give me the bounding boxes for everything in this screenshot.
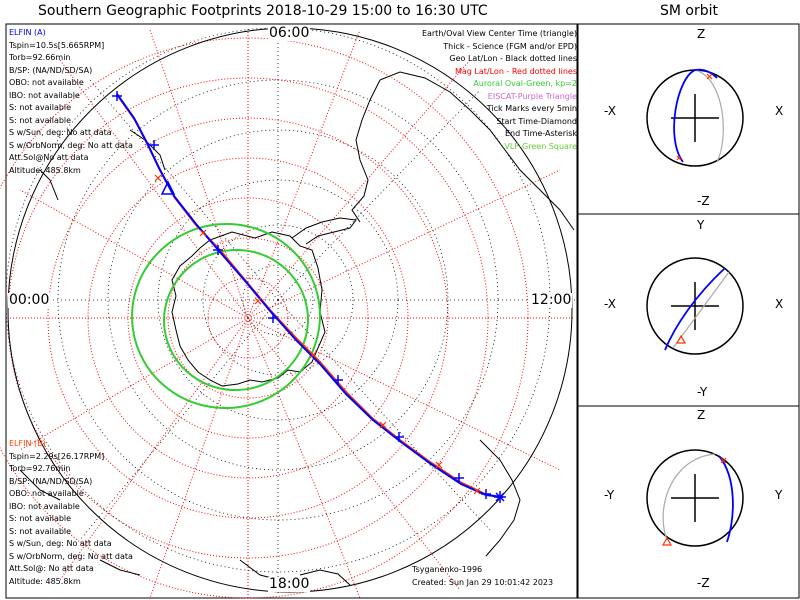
orbit-1-label-right: X [775,104,784,118]
peninsula-outline [291,217,357,245]
page-title: Southern Geographic Footprints 2018-10-2… [38,3,488,19]
elfin-a-line: S w/Sun, deg: No att data [9,128,112,137]
tick-marks-red [154,174,481,495]
orbit-track [664,267,726,351]
elfin-b-line: S: not available [9,526,72,536]
elfin-a-line: S: not available [9,103,72,112]
orbit-2-label-bottom: -Y [697,385,708,399]
elfin-b-line: Torb=92.76min [9,464,71,473]
legend-item: Tick Marks every 5min [486,104,577,113]
orbit-3-label-bottom: -Z [697,576,710,590]
orbit-far-side [662,453,716,541]
legend-item: Mag Lat/Lon - Red dotted lines [454,66,577,76]
elfin-b-line: OBO: not available [9,489,84,498]
elfin-b-line: Tspin=2.29s[26.17RPM] [9,451,105,461]
elfin-a-line: Torb=92.66min [9,53,71,62]
elfin-b-line: S w/Sun, deg: No att data [9,539,112,548]
elfin-b-title: ELFIN (B) [9,439,46,448]
orbit-panel-1 [646,68,744,167]
mlt-label-right: 12:00 [530,292,573,308]
orbit-track [718,455,734,543]
elfin-b-line: B/SP: (NA/ND/SD/SA) [9,476,93,486]
legend-item: Geo Lat/Lon - Black dotted lines [449,54,577,63]
plot-frame [5,23,578,599]
orbit-far-side [694,69,724,163]
legend-item: Auroral Oval-Green, kp=2 [473,79,577,88]
australia-outline [19,129,281,581]
orbit-3-label-right: Y [775,488,783,502]
elfin-a-line: S w/OrbNorm, deg: No att data [9,140,133,150]
elfin-a-line: IBO: not available [9,90,80,100]
elfin-b-line: S: not available [9,514,72,523]
orbit-3-label-left: -Y [604,488,615,502]
continent-outlines [19,71,575,586]
orbit-2-label-right: X [775,297,784,311]
antarctica-outline [171,231,326,387]
legend-item: Earth/Oval View Center Time (triangle) [421,29,577,38]
elfin-a-line: B/SP: (NA/ND/SD/SA) [9,65,93,75]
created-timestamp: Created: Sun Jan 29 10:01:42 2023 [412,578,554,587]
elfin-b-line: Altitude: 485.8km [9,576,81,586]
orbit-1-label-top: Z [697,27,706,41]
legend: Earth/Oval View Center Time (triangle) T… [422,28,577,153]
tick-marks [112,91,491,499]
orbit-far-side [672,271,730,349]
auroral-oval [131,222,321,410]
elfin-b-info: ELFIN (B) Tspin=2.29s[26.17RPM] Torb=92.… [9,438,133,588]
orbit-panel-3 [646,449,744,547]
orbit-track [673,68,718,163]
south-america-outline [351,71,575,231]
legend-item: VLF-Green Square [504,141,577,151]
legend-item: Thick - Science (FGM and/or EPD) [443,41,577,51]
orbit-panel-3-frame [577,405,800,599]
orbit-3-label-top: Z [697,408,706,422]
orbit-2-label-left: -X [604,297,616,311]
legend-item: EISCAT-Purple Triangle [487,91,577,101]
orbit-panel-2 [646,257,744,355]
legend-item: End Time-Asterisk [504,129,577,138]
elfin-a-info: ELFIN (A) Tspin=10.5s[5.665RPM] Torb=92.… [9,27,133,177]
elfin-b-line: IBO: not available [9,501,80,511]
elfin-b-line: S w/OrbNorm, deg: No att data [9,551,133,561]
credit-text: Tsyganenko-1996 [412,565,483,574]
elfin-a-line: S: not available [9,115,72,125]
africa-outline [299,439,521,586]
orbit-panel-1-frame [577,23,800,215]
end-asterisk [494,491,506,503]
elfin-a-line: Att.Sol@No att data [9,153,89,162]
legend-item: Start Time-Diamond [496,116,577,126]
orbit-1-label-bottom: -Z [697,194,710,208]
elfin-a-line: Tspin=10.5s[5.665RPM] [9,40,105,50]
orbit-title: SM orbit [660,3,719,19]
elfin-a-title: ELFIN (A) [9,28,46,37]
elfin-b-line: Att.Sol@: No att data [9,564,94,573]
mlt-label-bottom: 18:00 [268,576,311,592]
elfin-a-line: OBO: not available [9,78,84,87]
orbit-1-label-left: -X [604,104,616,118]
view-center-triangle [160,180,176,195]
elfin-a-line: Altitude: 485.8km [9,165,81,175]
mlt-label-top: 06:00 [268,25,311,41]
mlt-label-left: 00:00 [8,292,51,308]
orbit-2-label-top: Y [697,218,705,232]
